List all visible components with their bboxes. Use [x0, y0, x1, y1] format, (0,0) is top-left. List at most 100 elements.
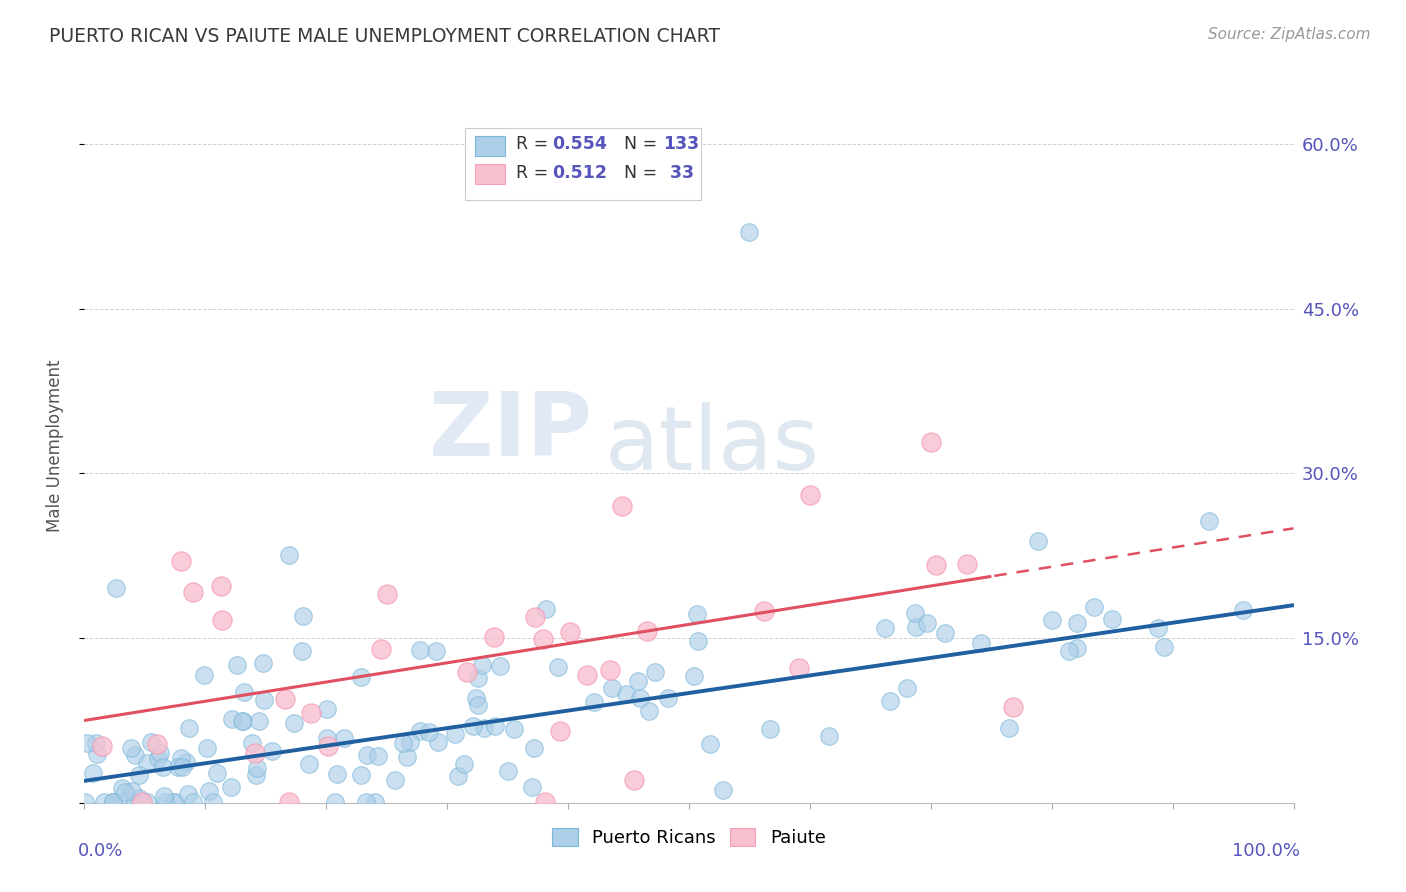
- Point: [181, 584, 204, 599]
- Point: [76, 736, 98, 750]
- Point: [472, 721, 495, 735]
- Text: N =: N =: [613, 136, 662, 153]
- Point: [350, 670, 373, 684]
- Point: [534, 795, 557, 809]
- Point: [121, 784, 143, 798]
- Text: Source: ZipAtlas.com: Source: ZipAtlas.com: [1208, 27, 1371, 42]
- Text: N =: N =: [613, 164, 662, 182]
- Point: [934, 626, 956, 640]
- Point: [873, 620, 896, 634]
- Point: [84, 735, 107, 749]
- Point: [193, 667, 215, 681]
- Point: [467, 698, 489, 713]
- Point: [523, 740, 546, 755]
- Point: [447, 769, 470, 783]
- Point: [482, 630, 505, 644]
- Point: [136, 756, 159, 770]
- Point: [904, 620, 927, 634]
- Point: [181, 795, 204, 809]
- Point: [124, 747, 146, 762]
- Point: [920, 435, 942, 450]
- Point: [547, 660, 569, 674]
- Point: [231, 714, 253, 728]
- Point: [149, 747, 172, 761]
- Point: [291, 644, 314, 658]
- Point: [198, 784, 221, 798]
- Text: 0.512: 0.512: [553, 164, 607, 182]
- Point: [998, 721, 1021, 735]
- Point: [245, 767, 267, 781]
- Point: [752, 604, 775, 618]
- Point: [582, 695, 605, 709]
- FancyBboxPatch shape: [465, 128, 702, 200]
- Point: [179, 721, 201, 735]
- Point: [91, 739, 114, 753]
- Point: [683, 668, 706, 682]
- Point: [456, 665, 478, 679]
- Point: [177, 787, 200, 801]
- Point: [131, 795, 153, 809]
- Point: [252, 656, 274, 670]
- Point: [101, 795, 124, 809]
- Point: [699, 738, 721, 752]
- Point: [548, 723, 571, 738]
- Point: [738, 225, 761, 239]
- Point: [496, 764, 519, 779]
- Point: [163, 795, 186, 809]
- Point: [464, 690, 486, 705]
- Point: [243, 746, 266, 760]
- Text: ZIP: ZIP: [429, 388, 592, 475]
- Point: [467, 672, 489, 686]
- Point: [315, 731, 337, 745]
- Point: [1040, 613, 1063, 627]
- Point: [136, 795, 159, 809]
- Point: [209, 579, 232, 593]
- Point: [128, 768, 150, 782]
- Point: [124, 795, 146, 809]
- Point: [443, 727, 465, 741]
- Point: [1101, 612, 1123, 626]
- Point: [333, 731, 356, 745]
- Point: [195, 740, 218, 755]
- Point: [120, 740, 142, 755]
- Point: [915, 615, 938, 630]
- Point: [418, 725, 440, 739]
- Point: [1066, 616, 1088, 631]
- Point: [636, 624, 658, 638]
- Point: [531, 632, 554, 646]
- Point: [688, 633, 710, 648]
- Point: [131, 795, 153, 809]
- Text: atlas: atlas: [605, 402, 820, 490]
- Point: [247, 714, 270, 728]
- Point: [711, 783, 734, 797]
- Point: [105, 581, 128, 595]
- Point: [205, 766, 228, 780]
- Point: [326, 766, 349, 780]
- Point: [627, 674, 650, 689]
- Point: [879, 694, 901, 708]
- Point: [153, 789, 176, 804]
- Point: [82, 766, 104, 780]
- Point: [1198, 514, 1220, 528]
- Legend: Puerto Ricans, Paiute: Puerto Ricans, Paiute: [546, 822, 832, 855]
- Point: [623, 773, 645, 788]
- Point: [925, 558, 948, 572]
- Point: [93, 795, 115, 809]
- Point: [283, 715, 305, 730]
- Point: [111, 795, 134, 809]
- Point: [628, 691, 651, 706]
- Point: [1066, 640, 1088, 655]
- Point: [176, 755, 198, 769]
- Text: 100.0%: 100.0%: [1232, 842, 1299, 860]
- Point: [75, 795, 97, 809]
- Text: 0.554: 0.554: [553, 136, 607, 153]
- Point: [637, 705, 659, 719]
- Point: [524, 610, 547, 624]
- Point: [1232, 602, 1254, 616]
- Point: [644, 665, 666, 680]
- Point: [221, 712, 243, 726]
- Point: [453, 756, 475, 771]
- Point: [356, 748, 378, 763]
- Point: [232, 685, 254, 699]
- Point: [818, 729, 841, 743]
